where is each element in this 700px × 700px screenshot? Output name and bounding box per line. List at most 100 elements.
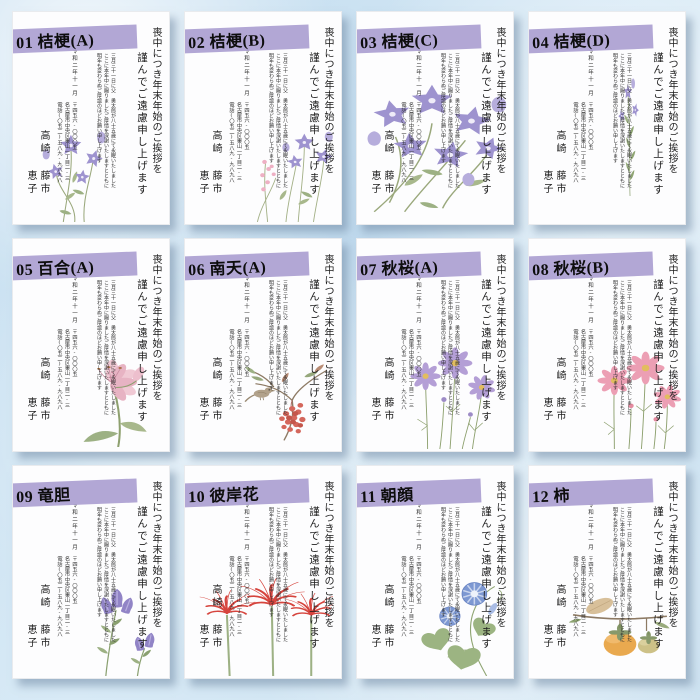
sender-name-primary: 高崎 藤市 <box>210 357 221 423</box>
greeting-line-1: 喪中につき年末年始のご挨拶を <box>494 254 505 401</box>
postcard-design[interactable]: 03 桔梗(C) 喪中につき年末年始のご挨拶を 謹んでご遠慮申し上げます 令和二… <box>356 11 514 225</box>
sender-name-primary: 高崎 藤市 <box>38 130 49 196</box>
postal-code: 〒四五六-〇〇〇五 <box>587 556 594 604</box>
body-line-3: 明年も変わらぬご厚誼のほどお願い申し上げます <box>268 280 273 390</box>
greeting-line-1: 喪中につき年末年始のご挨拶を <box>666 254 677 401</box>
postal-code: 〒四五六-〇〇〇五 <box>415 329 422 377</box>
postcard-design[interactable]: 09 竜胆 喪中につき年末年始のご挨拶を 謹んでご遠慮申し上げます 令和二年十一… <box>12 465 170 679</box>
greeting-line-2: 謹んでご遠慮申し上げます <box>136 52 147 196</box>
greeting-line-2: 謹んでご遠慮申し上げます <box>136 279 147 423</box>
greeting-line-2: 謹んでご遠慮申し上げます <box>308 52 319 196</box>
design-label: 08 秋桜(B) <box>531 259 610 280</box>
address-line: 名古屋市中央区東山一丁目二-三 <box>236 102 242 181</box>
greeting-line-1: 喪中につき年末年始のご挨拶を <box>494 481 505 628</box>
date-text: 令和二年十一月 <box>71 275 77 324</box>
postal-code: 〒四五六-〇〇〇五 <box>243 329 250 377</box>
sender-name-primary: 高崎 藤市 <box>210 584 221 650</box>
design-label: 06 南天(A) <box>187 259 267 280</box>
address-block: 〒四五六-〇〇〇五 名古屋市中央区東山一丁目二-三 電話(〇五二)五八九-九八九… <box>55 556 78 670</box>
postal-code: 〒四五六-〇〇〇五 <box>587 102 594 150</box>
design-label: 11 朝顔 <box>359 487 415 507</box>
address-line: 名古屋市中央区東山一丁目二-三 <box>236 329 242 408</box>
body-line-1: 三月三十一日に父 勇太郎が八十五歳にて永眠いたしました <box>282 53 287 188</box>
address-line: 名古屋市中央区東山一丁目二-三 <box>408 556 414 635</box>
greeting-line-2: 謹んでご遠慮申し上げます <box>480 52 491 196</box>
date-text: 令和二年十一月 <box>71 502 77 551</box>
card-grid: 01 桔梗(A) 喪中につき年末年始のご挨拶を 謹んでご遠慮申し上げます 令和二… <box>12 11 686 679</box>
date-text: 令和二年十一月 <box>243 502 249 551</box>
address-line: 名古屋市中央区東山一丁目二-三 <box>408 329 414 408</box>
body-line-2: ここに本年中に賜りましたご厚情を深謝いたしますとともに <box>103 53 108 188</box>
address-line: 名古屋市中央区東山一丁目二-三 <box>64 102 70 181</box>
design-label: 04 桔梗(D) <box>531 32 611 53</box>
body-line-3: 明年も変わらぬご厚誼のほどお願い申し上げます <box>440 507 445 617</box>
body-line-3: 明年も変わらぬご厚誼のほどお願い申し上げます <box>96 53 101 163</box>
phone-line: 電話(〇五二)五八九-九八九八 <box>572 102 579 183</box>
sender-name-primary: 高崎 藤市 <box>38 584 49 650</box>
body-line-2: ここに本年中に賜りましたご厚情を深謝いたしますとともに <box>275 280 280 415</box>
design-label-band: 09 竜胆 <box>13 478 138 508</box>
sender-name-secondary: 恵子 <box>197 624 208 650</box>
postal-code: 〒四五六-〇〇〇五 <box>415 102 422 150</box>
address-line: 名古屋市中央区東山一丁目二-三 <box>64 329 70 408</box>
body-line-3: 明年も変わらぬご厚誼のほどお願い申し上げます <box>612 280 617 390</box>
postcard-design[interactable]: 04 桔梗(D) 喪中につき年末年始のご挨拶を 謹んでご遠慮申し上げます 令和二… <box>528 11 686 225</box>
postcard-design[interactable]: 11 朝顔 喪中につき年末年始のご挨拶を 謹んでご遠慮申し上げます 令和二年十一… <box>356 465 514 679</box>
body-text: 三月三十一日に父 勇太郎が八十五歳にて永眠いたしました ここに本年中に賜りました… <box>267 280 288 420</box>
sender-name-secondary: 恵子 <box>25 624 36 650</box>
design-label-band: 06 南天(A) <box>185 251 310 281</box>
postcard-design[interactable]: 07 秋桜(A) 喪中につき年末年始のご挨拶を 謹んでご遠慮申し上げます 令和二… <box>356 238 514 452</box>
address-line: 名古屋市中央区東山一丁目二-三 <box>580 102 586 181</box>
address-block: 〒四五六-〇〇〇五 名古屋市中央区東山一丁目二-三 電話(〇五二)五八九-九八九… <box>227 556 250 670</box>
sender-name-secondary: 恵子 <box>369 170 380 196</box>
sender-name-secondary: 恵子 <box>541 397 552 423</box>
design-label: 12 柿 <box>531 487 571 507</box>
body-text: 三月三十一日に父 勇太郎が八十五歳にて永眠いたしました ここに本年中に賜りました… <box>95 507 116 647</box>
date-text: 令和二年十一月 <box>587 502 593 551</box>
postcard-design[interactable]: 01 桔梗(A) 喪中につき年末年始のご挨拶を 謹んでご遠慮申し上げます 令和二… <box>12 11 170 225</box>
date-text: 令和二年十一月 <box>243 275 249 324</box>
body-text: 三月三十一日に父 勇太郎が八十五歳にて永眠いたしました ここに本年中に賜りました… <box>439 280 460 420</box>
body-line-1: 三月三十一日に父 勇太郎が八十五歳にて永眠いたしました <box>454 280 459 415</box>
postcard-design[interactable]: 12 柿 喪中につき年末年始のご挨拶を 謹んでご遠慮申し上げます 令和二年十一月… <box>528 465 686 679</box>
body-line-3: 明年も変わらぬご厚誼のほどお願い申し上げます <box>96 280 101 390</box>
address-block: 〒四五六-〇〇〇五 名古屋市中央区東山一丁目二-三 電話(〇五二)五八九-九八九… <box>399 329 422 443</box>
sender-name-secondary: 恵子 <box>197 397 208 423</box>
design-label-band: 02 桔梗(B) <box>185 24 310 54</box>
body-line-3: 明年も変わらぬご厚誼のほどお願い申し上げます <box>612 53 617 163</box>
body-line-3: 明年も変わらぬご厚誼のほどお願い申し上げます <box>268 53 273 163</box>
date-text: 令和二年十一月 <box>587 48 593 97</box>
design-label: 09 竜胆 <box>15 487 71 507</box>
postal-code: 〒四五六-〇〇〇五 <box>243 556 250 604</box>
sender-name-secondary: 恵子 <box>25 170 36 196</box>
body-text: 三月三十一日に父 勇太郎が八十五歳にて永眠いたしました ここに本年中に賜りました… <box>267 507 288 647</box>
postcard-design[interactable]: 08 秋桜(B) 喪中につき年末年始のご挨拶を 謹んでご遠慮申し上げます 令和二… <box>528 238 686 452</box>
phone-line: 電話(〇五二)五八九-九八九八 <box>400 102 407 183</box>
design-label-band: 04 桔梗(D) <box>529 24 654 54</box>
greeting-line-1: 喪中につき年末年始のご挨拶を <box>666 481 677 628</box>
greeting-line-2: 謹んでご遠慮申し上げます <box>652 279 663 423</box>
body-text: 三月三十一日に父 勇太郎が八十五歳にて永眠いたしました ここに本年中に賜りました… <box>611 280 632 420</box>
address-line: 名古屋市中央区東山一丁目二-三 <box>236 556 242 635</box>
sender-name-secondary: 恵子 <box>369 624 380 650</box>
greeting-line-2: 謹んでご遠慮申し上げます <box>308 279 319 423</box>
phone-line: 電話(〇五二)五八九-九八九八 <box>228 329 235 410</box>
sender-name-primary: 高崎 藤市 <box>38 357 49 423</box>
sender-name-primary: 高崎 藤市 <box>554 130 565 196</box>
body-line-2: ここに本年中に賜りましたご厚情を深謝いたしますとともに <box>103 507 108 642</box>
greeting-line-1: 喪中につき年末年始のご挨拶を <box>322 481 333 628</box>
postcard-design[interactable]: 02 桔梗(B) 喪中につき年末年始のご挨拶を 謹んでご遠慮申し上げます 令和二… <box>184 11 342 225</box>
body-line-1: 三月三十一日に父 勇太郎が八十五歳にて永眠いたしました <box>110 507 115 642</box>
date-text: 令和二年十一月 <box>71 48 77 97</box>
address-line: 名古屋市中央区東山一丁目二-三 <box>408 102 414 181</box>
postcard-design[interactable]: 10 彼岸花 喪中につき年末年始のご挨拶を 謹んでご遠慮申し上げます 令和二年十… <box>184 465 342 679</box>
postcard-design[interactable]: 06 南天(A) 喪中につき年末年始のご挨拶を 謹んでご遠慮申し上げます 令和二… <box>184 238 342 452</box>
address-block: 〒四五六-〇〇〇五 名古屋市中央区東山一丁目二-三 電話(〇五二)五八九-九八九… <box>55 329 78 443</box>
body-line-2: ここに本年中に賜りましたご厚情を深謝いたしますとともに <box>619 280 624 415</box>
sender-name-primary: 高崎 藤市 <box>554 584 565 650</box>
postal-code: 〒四五六-〇〇〇五 <box>71 329 78 377</box>
phone-line: 電話(〇五二)五八九-九八九八 <box>56 102 63 183</box>
postcard-design[interactable]: 05 百合(A) 喪中につき年末年始のご挨拶を 謹んでご遠慮申し上げます 令和二… <box>12 238 170 452</box>
body-text: 三月三十一日に父 勇太郎が八十五歳にて永眠いたしました ここに本年中に賜りました… <box>95 280 116 420</box>
design-label-band: 12 柿 <box>529 478 654 508</box>
